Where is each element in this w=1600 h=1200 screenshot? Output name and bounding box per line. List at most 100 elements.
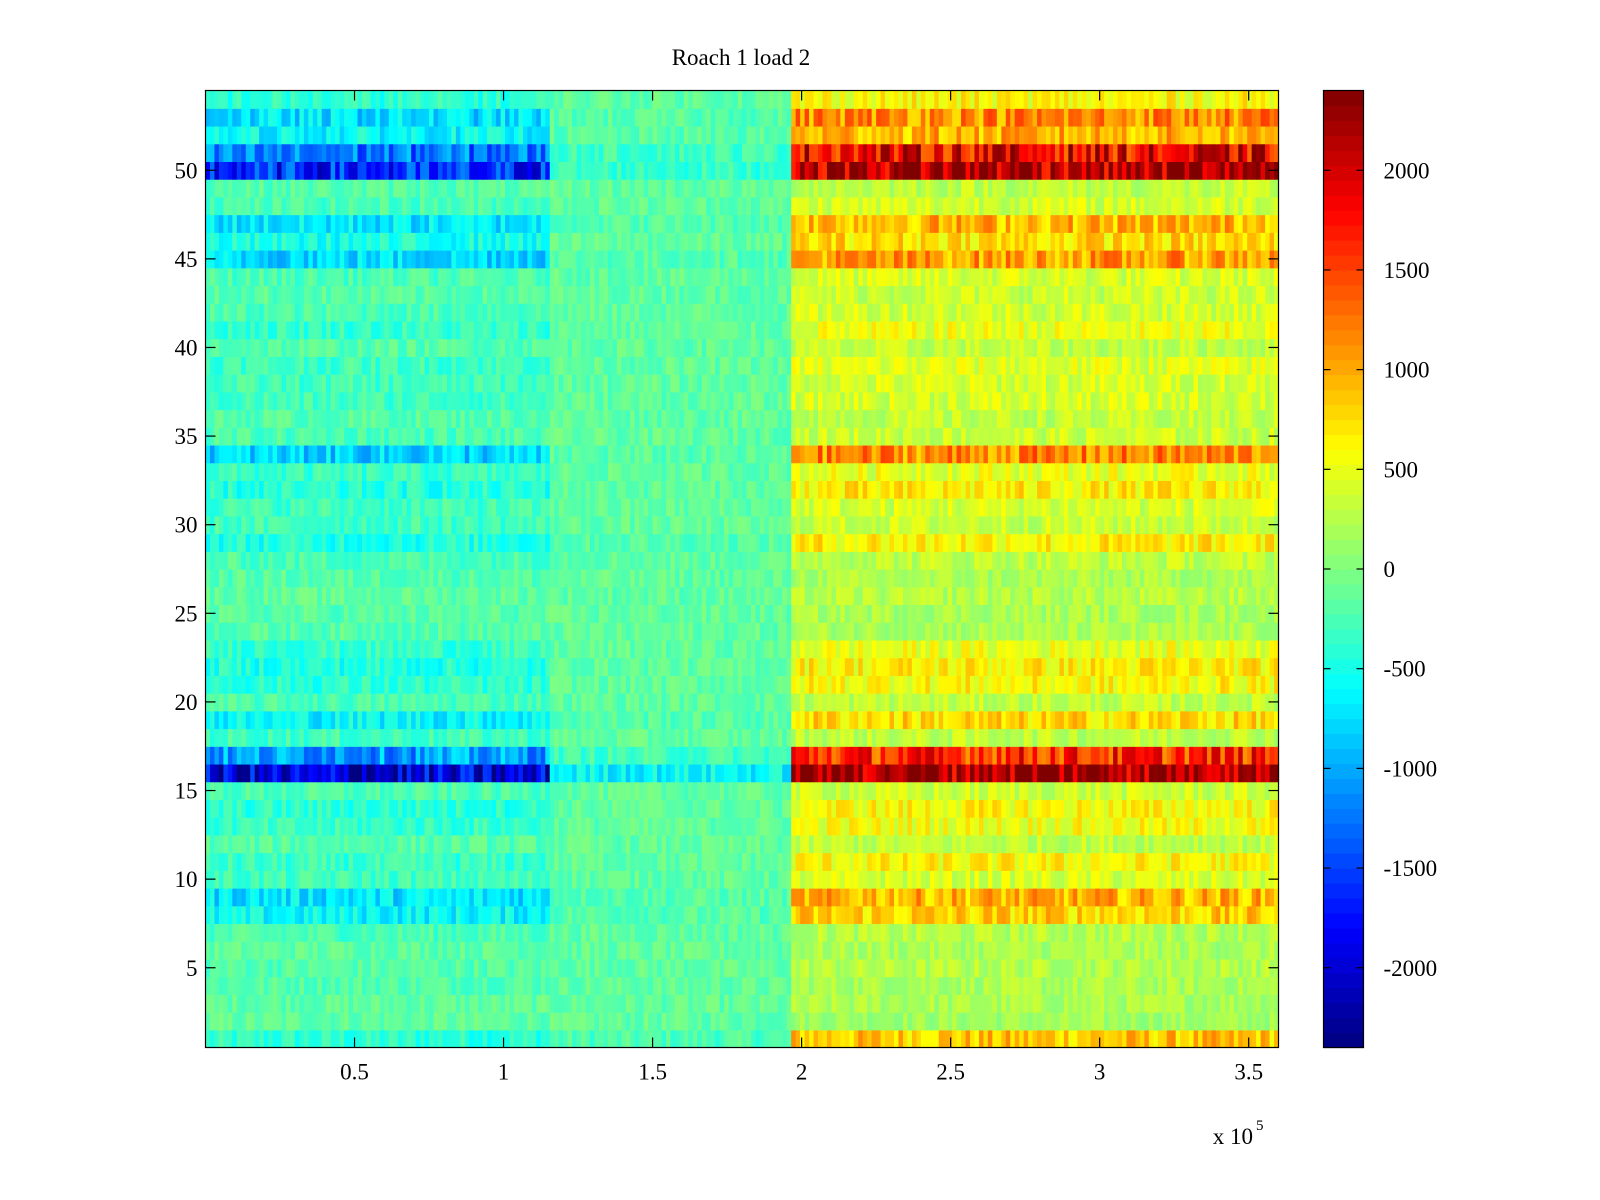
- heatmap-cell: [540, 817, 546, 836]
- heatmap-cell: [1180, 763, 1186, 783]
- heatmap-cell: [487, 994, 493, 1013]
- heatmap-cell: [746, 1029, 752, 1049]
- heatmap-cell: [947, 976, 953, 995]
- heatmap-cell: [992, 675, 998, 694]
- heatmap-cell: [402, 693, 408, 712]
- heatmap-cell: [209, 1029, 216, 1049]
- heatmap-cell: [250, 781, 256, 800]
- heatmap-cell: [1220, 693, 1226, 712]
- heatmap-cell: [1260, 817, 1266, 836]
- heatmap-cell: [420, 693, 426, 712]
- heatmap-cell: [326, 958, 332, 978]
- heatmap-cell: [603, 834, 609, 854]
- heatmap-cell: [983, 852, 989, 871]
- heatmap-cell: [1242, 781, 1248, 800]
- heatmap-cell: [513, 728, 520, 747]
- heatmap-cell: [1054, 763, 1061, 783]
- heatmap-cell: [1211, 976, 1217, 995]
- heatmap-cell: [992, 958, 998, 978]
- heatmap-cell: [996, 834, 1002, 854]
- heatmap-cell: [482, 675, 488, 694]
- heatmap-cell: [652, 941, 658, 960]
- heatmap-cell: [1238, 781, 1244, 800]
- heatmap-cell: [500, 781, 506, 800]
- heatmap-cell: [384, 958, 390, 978]
- heatmap-cell: [446, 941, 452, 960]
- heatmap-cell: [1014, 958, 1020, 978]
- heatmap-cell: [437, 923, 444, 942]
- heatmap-cell: [719, 1012, 725, 1031]
- heatmap-cell: [500, 870, 506, 889]
- heatmap-cell: [831, 763, 837, 783]
- heatmap-cell: [433, 870, 439, 889]
- heatmap-cell: [898, 746, 904, 765]
- heatmap-cell: [348, 710, 354, 730]
- heatmap-cell: [755, 958, 761, 978]
- heatmap-cell: [1023, 675, 1029, 694]
- heatmap-cell: [598, 693, 604, 712]
- heatmap-cell: [1233, 710, 1239, 730]
- heatmap-cell: [402, 834, 408, 854]
- heatmap-cell: [952, 781, 958, 800]
- heatmap-cell: [978, 781, 985, 800]
- heatmap-cell: [259, 763, 265, 783]
- heatmap-cell: [522, 958, 528, 978]
- heatmap-cell: [375, 994, 381, 1013]
- heatmap-cell: [1010, 1029, 1016, 1049]
- heatmap-cell: [889, 710, 895, 730]
- heatmap-cell: [724, 781, 730, 800]
- heatmap-cell: [1095, 799, 1101, 818]
- heatmap-cell: [1171, 870, 1177, 889]
- heatmap-cell: [348, 870, 354, 889]
- heatmap-cell: [835, 941, 841, 960]
- heatmap-cell: [1099, 781, 1105, 800]
- heatmap-cell: [1046, 746, 1052, 765]
- heatmap-cell: [724, 852, 730, 871]
- heatmap-cell: [733, 905, 739, 925]
- heatmap-cell: [326, 888, 332, 907]
- heatmap-cell: [312, 923, 318, 942]
- heatmap-cell: [1171, 817, 1177, 836]
- heatmap-cell: [437, 870, 444, 889]
- heatmap-cell: [554, 888, 560, 907]
- heatmap-cell: [916, 870, 922, 889]
- heatmap-cell: [706, 994, 712, 1013]
- heatmap-cell: [961, 781, 967, 800]
- heatmap-cell: [661, 834, 667, 854]
- heatmap-cell: [1023, 870, 1029, 889]
- heatmap-cell: [531, 728, 537, 747]
- heatmap-cell: [826, 905, 833, 925]
- heatmap-cell: [679, 781, 685, 800]
- heatmap-cell: [804, 675, 810, 694]
- heatmap-cell: [402, 710, 408, 730]
- heatmap-cell: [361, 675, 368, 694]
- heatmap-cell: [1229, 941, 1235, 960]
- heatmap-cell: [1229, 888, 1235, 907]
- heatmap-cell: [581, 905, 587, 925]
- heatmap-cell: [268, 923, 274, 942]
- heatmap-cell: [326, 870, 332, 889]
- heatmap-cell: [1072, 1029, 1078, 1049]
- heatmap-cell: [1251, 781, 1257, 800]
- heatmap-cell: [934, 763, 940, 783]
- heatmap-cell: [513, 941, 520, 960]
- heatmap-cell: [594, 710, 600, 730]
- heatmap-cell: [1063, 799, 1069, 818]
- heatmap-cell: [674, 763, 681, 783]
- heatmap-cell: [290, 746, 296, 765]
- heatmap-cell: [759, 994, 765, 1013]
- heatmap-cell: [902, 923, 909, 942]
- heatmap-cell: [786, 905, 792, 925]
- heatmap-cell: [1184, 958, 1190, 978]
- heatmap-cell: [607, 781, 613, 800]
- heatmap-cell: [540, 746, 546, 765]
- heatmap-cell: [871, 781, 877, 800]
- heatmap-cell: [299, 834, 305, 854]
- heatmap-cell: [1068, 799, 1074, 818]
- heatmap-cell: [451, 728, 457, 747]
- heatmap-cell: [965, 834, 971, 854]
- heatmap-cell: [1166, 958, 1172, 978]
- heatmap-cell: [733, 799, 739, 818]
- heatmap-cell: [469, 976, 475, 995]
- heatmap-cell: [509, 781, 515, 800]
